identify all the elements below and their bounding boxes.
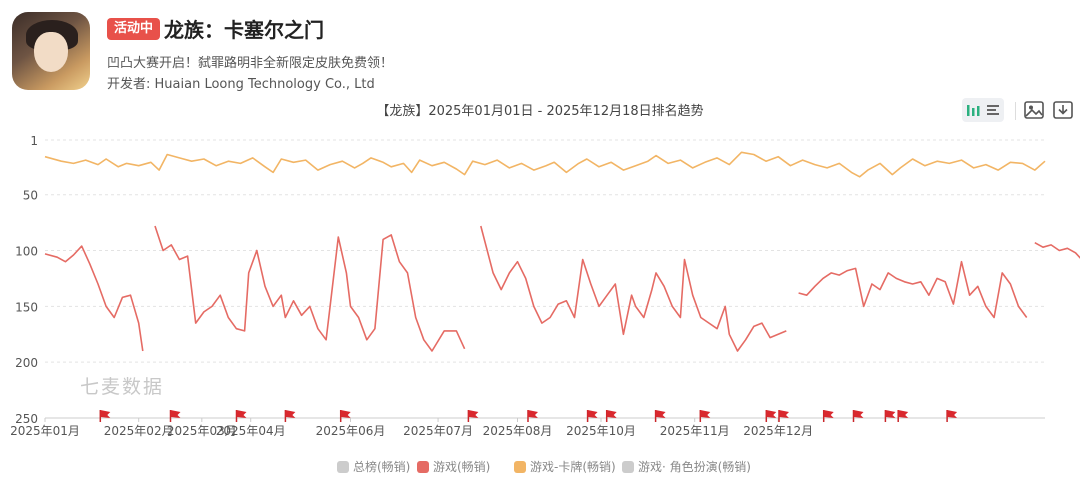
bar-view-icon[interactable] <box>964 101 982 119</box>
legend-swatch <box>337 461 349 473</box>
x-tick-label: 2025年12月 <box>743 424 813 438</box>
flag-icon[interactable] <box>99 410 111 422</box>
flag-icon[interactable] <box>884 410 896 422</box>
flag-icon[interactable] <box>284 410 296 422</box>
flag-icon[interactable] <box>852 410 864 422</box>
flag-icon[interactable] <box>527 410 538 422</box>
x-tick-label: 2025年07月 <box>403 424 473 438</box>
series-line <box>44 245 144 352</box>
app-subtitle: 凹凸大赛开启！弑罪路明非全新限定皮肤免费领！ <box>107 56 394 71</box>
flag-icon[interactable] <box>699 410 711 422</box>
view-toggle-group <box>962 98 1004 122</box>
series-line <box>44 151 1046 178</box>
flag-icon[interactable] <box>897 410 909 422</box>
x-tick-label: 2025年10月 <box>566 424 636 438</box>
y-tick-label: 1 <box>30 134 38 148</box>
download-icon[interactable] <box>1051 98 1075 122</box>
x-tick-label: 2025年03月 <box>167 424 237 438</box>
legend-swatch <box>417 461 429 473</box>
x-tick-label: 2025年01月 <box>10 424 80 438</box>
x-tick-label: 2025年06月 <box>316 424 386 438</box>
flag-icon[interactable] <box>605 410 617 422</box>
developer-info: 开发者: Huaian Loong Technology Co., Ltd <box>107 77 375 92</box>
legend-swatch <box>514 461 526 473</box>
legend-item[interactable]: 总榜(畅销) <box>337 458 410 475</box>
image-export-icon[interactable] <box>1022 98 1046 122</box>
toolbar-divider <box>1015 102 1016 120</box>
y-tick-label: 150 <box>15 300 38 314</box>
flag-icon[interactable] <box>765 410 777 422</box>
x-tick-label: 2025年11月 <box>660 424 730 438</box>
status-badge: 活动中 <box>107 18 161 40</box>
flag-icon[interactable] <box>467 410 479 422</box>
flag-icon[interactable] <box>586 410 598 422</box>
chart-title: 【龙族】2025年01月01日 - 2025年12月18日排名趋势 <box>376 104 704 119</box>
x-tick-label: 2025年04月 <box>216 424 286 438</box>
flag-icon[interactable] <box>235 410 247 422</box>
watermark: 七麦数据 <box>80 376 165 398</box>
legend-item[interactable]: 游戏(畅销) <box>417 458 490 475</box>
flag-icon[interactable] <box>654 410 666 422</box>
y-tick-label: 200 <box>15 356 38 370</box>
legend-label: 总榜(畅销) <box>353 460 411 474</box>
flag-icon[interactable] <box>169 410 181 422</box>
series-line <box>154 225 466 352</box>
y-tick-label: 250 <box>15 412 38 426</box>
app-title: 龙族：卡塞尔之门 <box>164 18 324 42</box>
x-tick-label: 2025年02月 <box>104 424 174 438</box>
app-icon <box>12 12 90 90</box>
legend-label: 游戏(畅销) <box>433 460 491 474</box>
x-tick-label: 2025年08月 <box>483 424 553 438</box>
flag-icon[interactable] <box>822 410 834 422</box>
series-line <box>480 225 787 352</box>
legend-label: 游戏· 角色扮演(畅销) <box>638 460 751 474</box>
legend-label: 游戏-卡牌(畅销) <box>530 460 616 474</box>
legend-item[interactable]: 游戏-卡牌(畅销) <box>514 458 616 475</box>
legend-swatch <box>622 461 634 473</box>
y-tick-label: 50 <box>23 189 38 203</box>
legend-item[interactable]: 游戏· 角色扮演(畅销) <box>622 458 751 475</box>
series-line <box>798 260 1028 319</box>
y-tick-label: 100 <box>15 245 38 259</box>
series-line <box>1034 241 1080 259</box>
flag-icon[interactable] <box>946 410 958 422</box>
list-view-icon[interactable] <box>984 101 1002 119</box>
flag-icon[interactable] <box>778 410 789 422</box>
flag-icon[interactable] <box>339 410 351 422</box>
